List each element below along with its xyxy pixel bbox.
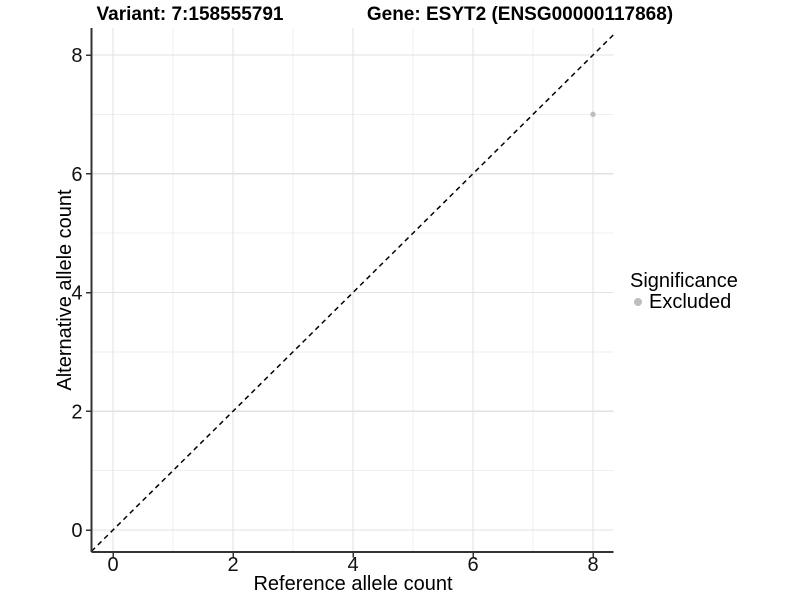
- x-tick-label: 6: [467, 554, 478, 576]
- y-tick-label: 6: [71, 164, 82, 186]
- y-axis-title: Alternative allele count: [54, 189, 76, 391]
- x-tick-label: 4: [347, 554, 358, 576]
- data-point: [590, 111, 596, 118]
- legend: Significance Excluded: [630, 270, 738, 313]
- y-tick-label: 0: [71, 520, 82, 542]
- x-tick-label: 0: [107, 554, 118, 576]
- legend-title: Significance: [630, 270, 738, 292]
- legend-item-label: Excluded: [649, 290, 732, 313]
- legend-item-excluded: Excluded: [630, 290, 738, 313]
- x-tick-label: 2: [227, 554, 238, 576]
- excluded-point-swatch: [634, 298, 642, 306]
- y-tick-label: 2: [71, 401, 82, 423]
- gene-title: Gene: ESYT2 (ENSG00000117868): [366, 4, 674, 25]
- y-tick-label: 4: [71, 283, 82, 305]
- y-tick-label: 8: [71, 45, 82, 67]
- x-axis-title: Reference allele count: [253, 573, 453, 595]
- x-tick-label: 8: [587, 554, 598, 576]
- variant-title: Variant: 7:158555791: [96, 4, 284, 25]
